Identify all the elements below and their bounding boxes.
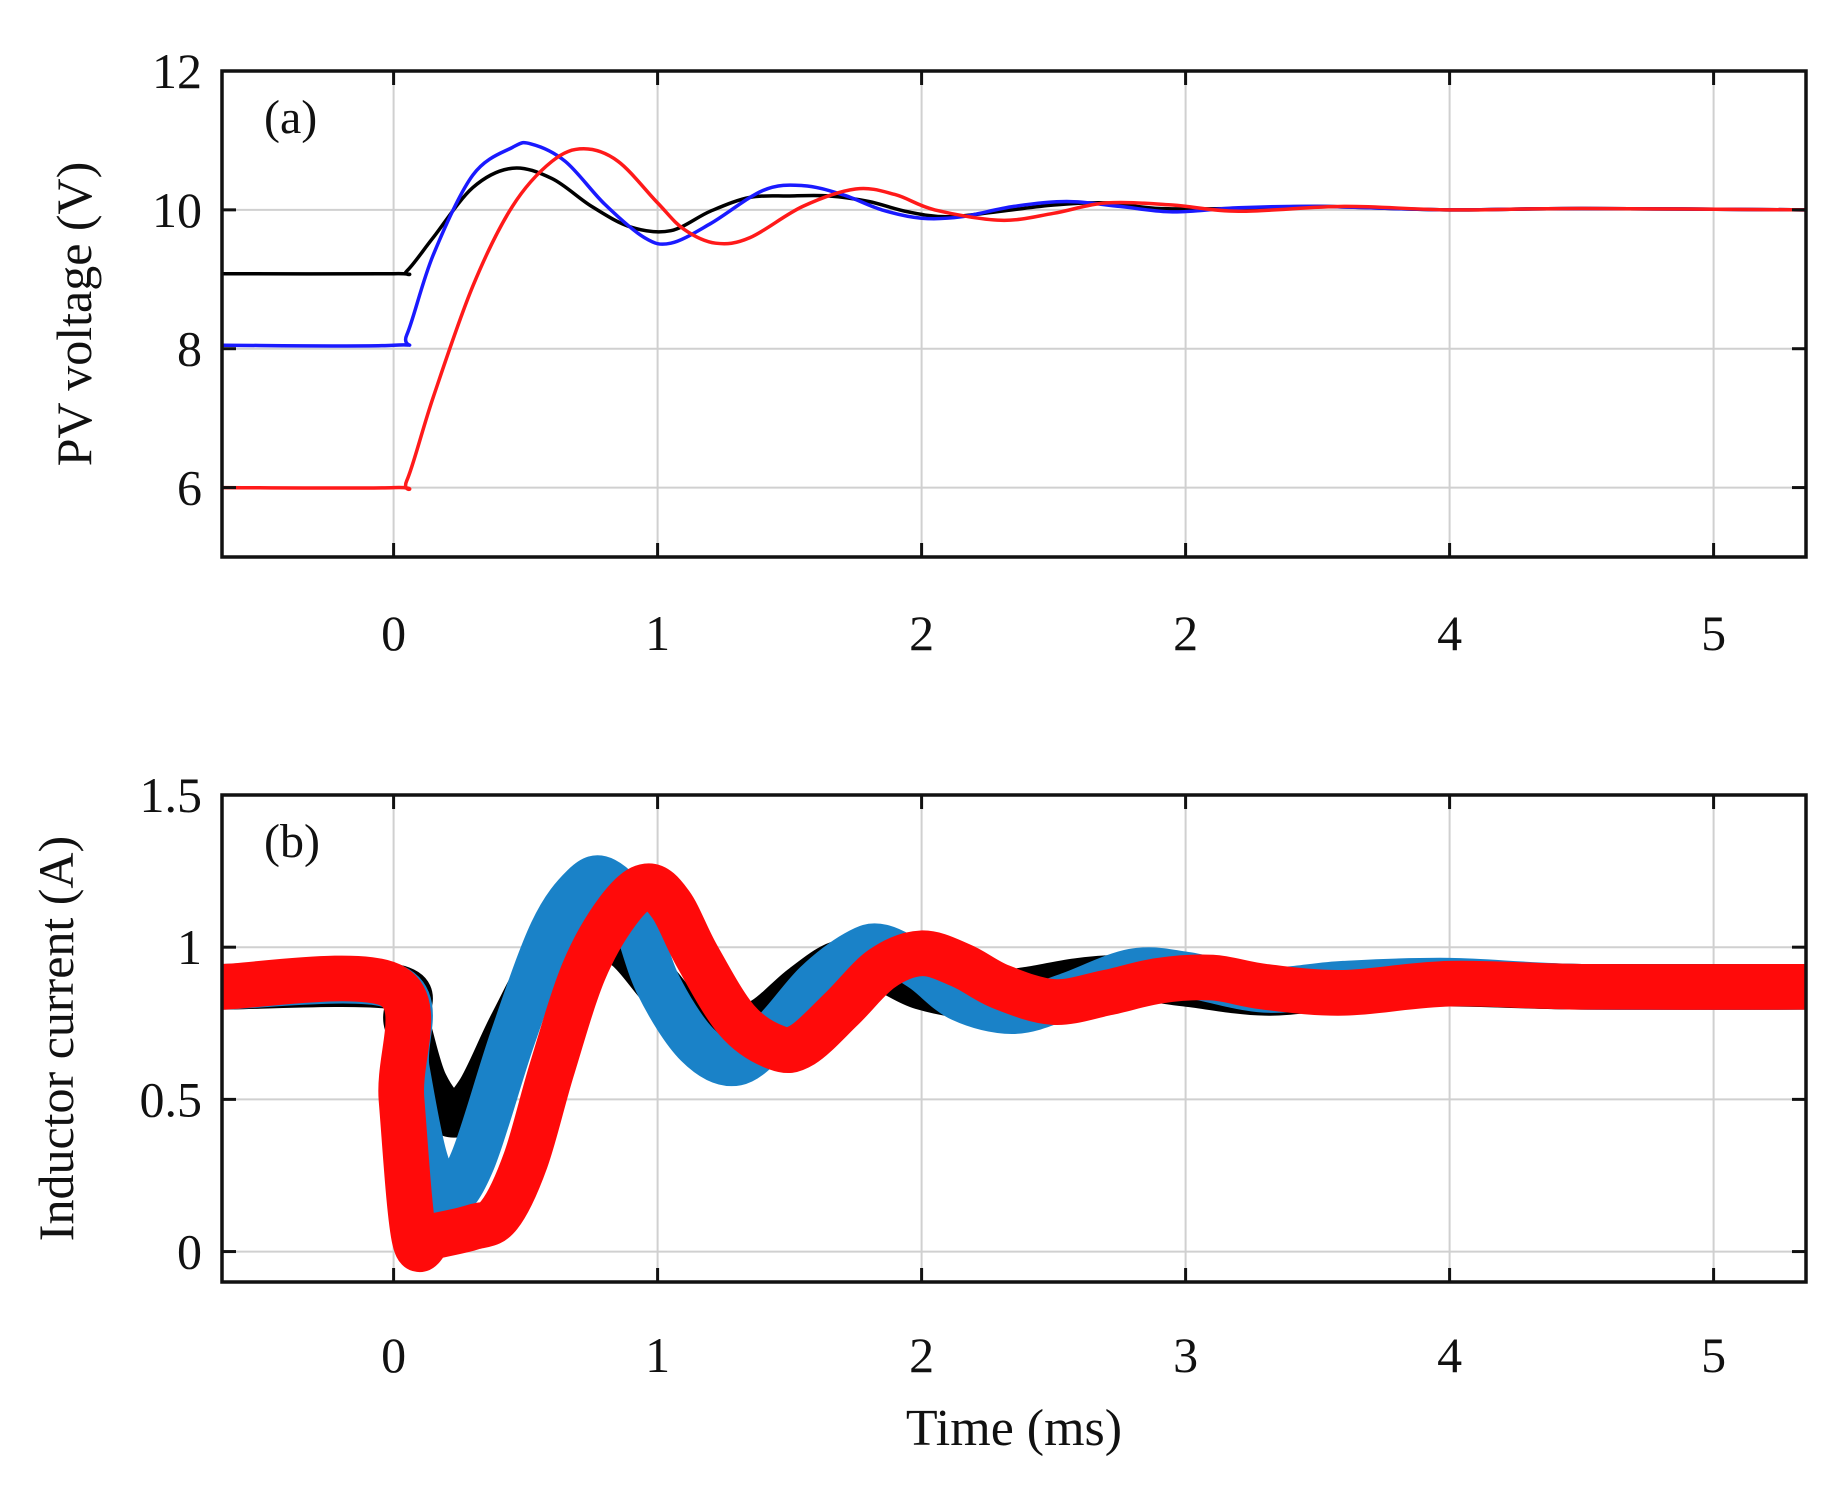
panel-b-ytick-label: 0 xyxy=(177,1224,202,1280)
panel-a-label: (a) xyxy=(264,91,317,144)
panel-a-ytick-label: 12 xyxy=(152,43,202,99)
panel-b-xtick-label: 0 xyxy=(381,1327,406,1383)
panel-a-xtick-label: 0 xyxy=(381,605,406,661)
panel-b-plot-frame xyxy=(220,793,1808,1284)
panel-a-xtick-label: 1 xyxy=(645,605,670,661)
panel-b-xtick-label: 3 xyxy=(1173,1327,1198,1383)
panel-b-ytick-label: 1.5 xyxy=(140,767,203,823)
panel-a-xtick-label: 2 xyxy=(909,605,934,661)
panel-b-series-red xyxy=(222,863,1806,1272)
panel-b-series xyxy=(222,855,1806,1272)
panel-a-axis-ticks xyxy=(222,69,1806,557)
panel-b-x-tick-labels: 0 1 2 3 4 5 xyxy=(381,1327,1726,1383)
panel-a-ytick-label: 8 xyxy=(177,321,202,377)
panel-a-ytick-label: 10 xyxy=(152,182,202,238)
panel-a-y-tick-labels: 6 8 10 12 xyxy=(152,43,202,516)
panel-a-series-red xyxy=(222,147,1806,492)
panel-b-xtick-label: 2 xyxy=(909,1327,934,1383)
panel-b-axis-ticks xyxy=(222,793,1806,1282)
panel-b-ytick-label: 1 xyxy=(177,919,202,975)
panel-b-xtick-label: 1 xyxy=(645,1327,670,1383)
panel-b-ytick-label: 0.5 xyxy=(140,1071,203,1127)
panel-a-xtick-label: 2 xyxy=(1173,605,1198,661)
panel-a-xtick-label: 4 xyxy=(1437,605,1462,661)
panel-a-plot-frame xyxy=(220,69,1808,559)
panel-b-label: (b) xyxy=(264,815,320,868)
panel-a-y-axis-label: PV voltage (V) xyxy=(46,162,102,467)
panel-a-xtick-label: 5 xyxy=(1701,605,1726,661)
panel-a-series-blue xyxy=(222,140,1806,348)
panel-a-series xyxy=(222,140,1806,492)
panel-a-ytick-label: 6 xyxy=(177,460,202,516)
panel-b-current-chart: 0 0.5 1 1.5 0 1 2 3 4 5 (b) Inductor current (A)… xyxy=(28,767,1808,1457)
panel-a-x-tick-labels: 0 1 2 2 4 5 xyxy=(381,605,1726,661)
panel-b-y-tick-labels: 0 0.5 1 1.5 xyxy=(140,767,203,1280)
panel-b-x-axis-label: Time (ms) xyxy=(906,1400,1122,1457)
panel-b-xtick-label: 4 xyxy=(1437,1327,1462,1383)
panel-b-xtick-label: 5 xyxy=(1701,1327,1726,1383)
panel-b-y-axis-label: Inductor current (A) xyxy=(28,836,84,1241)
